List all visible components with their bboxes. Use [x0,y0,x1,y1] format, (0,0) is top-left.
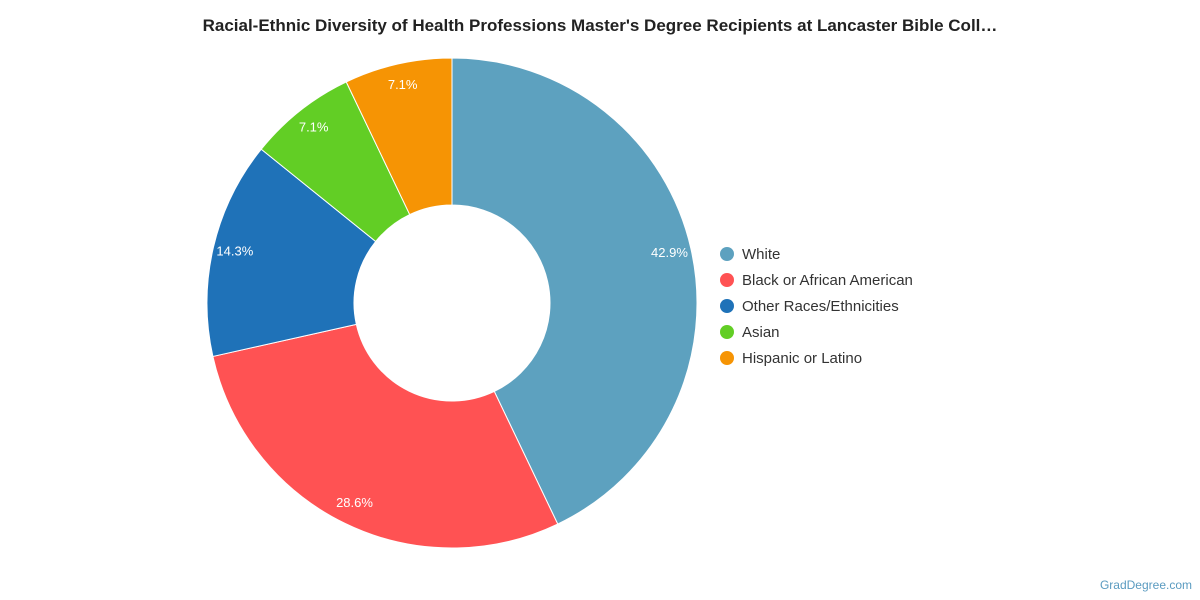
slice-other-races-ethnicities[interactable] [206,148,377,358]
legend-swatch [720,247,734,261]
slice-black-or-african-american[interactable] [212,323,559,549]
slice-label-white: 42.9% [651,245,688,260]
legend-label: Other Races/Ethnicities [742,297,899,315]
slice-white[interactable] [451,57,698,525]
legend-swatch [720,273,734,287]
chart-title: Racial-Ethnic Diversity of Health Profes… [202,16,998,35]
legend-swatch [720,299,734,313]
chart-legend: White Black or African American Other Race… [720,241,913,371]
legend-item-hispanic-or-latino[interactable]: Hispanic or Latino [720,345,913,371]
slice-label-asian: 7.1% [299,120,329,135]
slice-label-hispanic-or-latino: 7.1% [388,77,418,92]
legend-item-white[interactable]: White [720,241,913,267]
legend-label: Hispanic or Latino [742,349,863,367]
slice-label-black-or-african-american: 28.6% [336,495,373,510]
legend-label: White [742,245,781,263]
legend-item-other-races-ethnicities[interactable]: Other Races/Ethnicities [720,293,913,319]
slice-label-other-races-ethnicities: 14.3% [216,244,253,259]
site-credit[interactable]: GradDegree.com [1099,578,1192,592]
legend-swatch [720,351,734,365]
legend-swatch [720,325,734,339]
legend-label: Asian [742,323,780,341]
slice-hispanic-or-latino[interactable] [345,57,453,216]
legend-item-black-or-african-american[interactable]: Black or African American [720,267,913,293]
legend-label: Black or African American [742,271,913,289]
legend-item-asian[interactable]: Asian [720,319,913,345]
